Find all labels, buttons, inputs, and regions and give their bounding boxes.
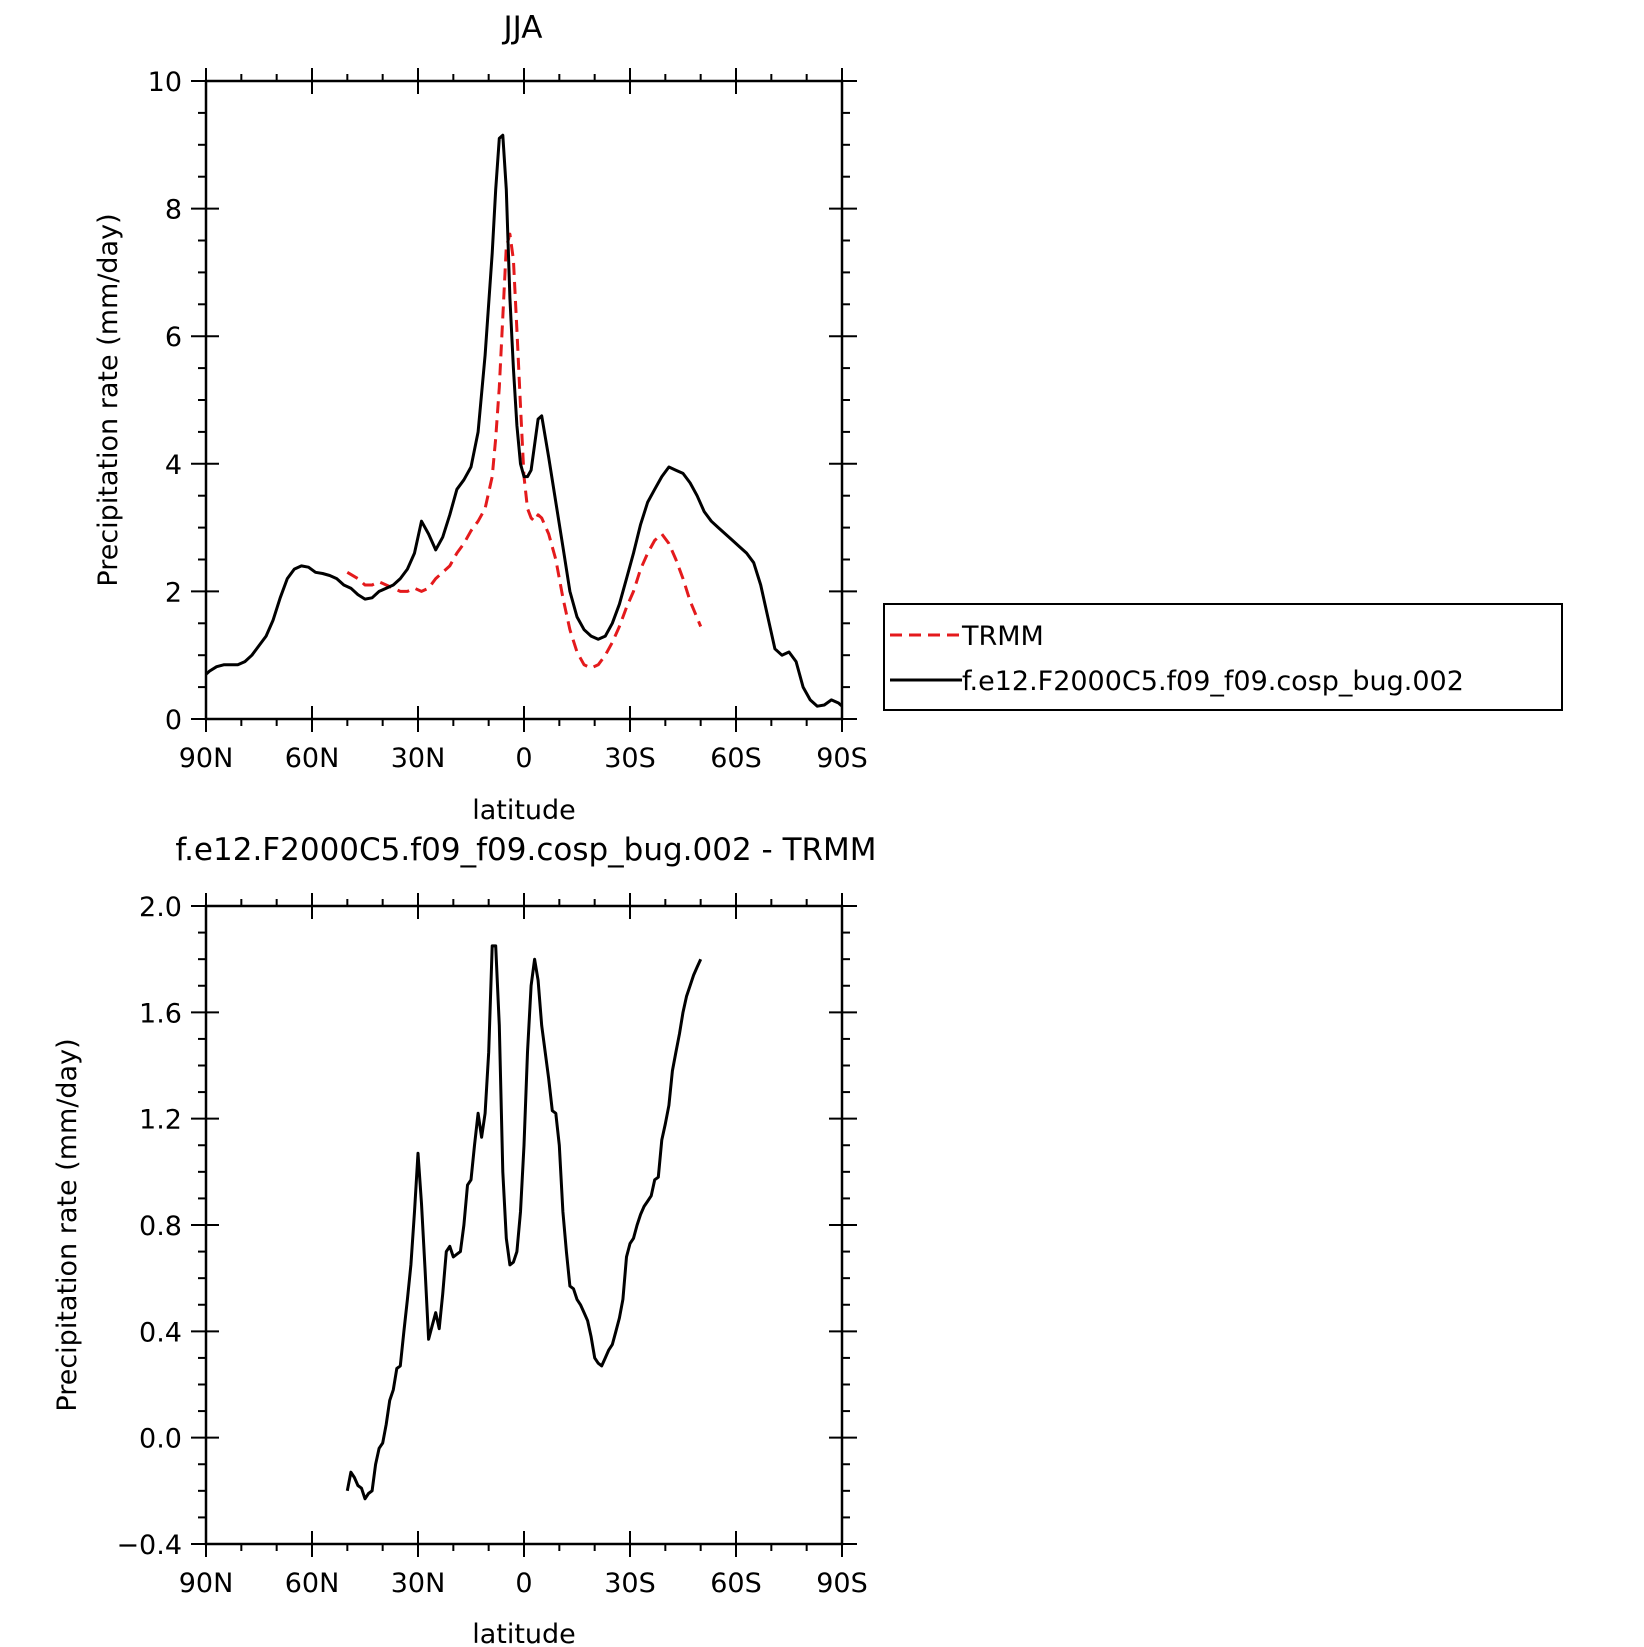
- panel-bottom-x-tick-label: 60N: [285, 1568, 340, 1599]
- panel-top-y-tick-label: 8: [165, 195, 182, 226]
- panel-bottom-y-tick-label: 0.0: [139, 1424, 182, 1455]
- panel-bottom: f.e12.F2000C5.f09_f09.cosp_bug.002 - TRM…: [52, 832, 877, 1647]
- panel-top-y-tick-label: 2: [165, 577, 182, 608]
- panel-bottom-x-tick-label: 0: [515, 1568, 532, 1599]
- panel-bottom-x-tick-label: 30N: [391, 1568, 446, 1599]
- panel-bottom-y-tick-label: 2.0: [139, 892, 182, 923]
- panel-top-y-tick-label: 6: [165, 322, 182, 353]
- panel-top-frame: [204, 79, 844, 721]
- panel-bottom-y-tick-label: 0.4: [139, 1317, 182, 1348]
- panel-bottom-frame: [204, 904, 844, 1546]
- panel-top-y-tick-label: 0: [165, 705, 182, 736]
- panel-top-y-tick-label: 10: [148, 67, 182, 98]
- panel-bottom-x-tick-label: 30S: [604, 1568, 656, 1599]
- panel-top-ticks: 90N 60N 30N 0 30S 60S 90S 0 2 4 6 8 10: [148, 67, 868, 774]
- panel-bottom-y-tick-label: 1.6: [139, 998, 182, 1029]
- panel-bottom-x-tick-label: 90N: [179, 1568, 234, 1599]
- panel-top-x-tick-label: 60S: [710, 743, 762, 774]
- panel-top-x-tick-label: 90N: [179, 743, 234, 774]
- panel-bottom-series-layer: [345, 944, 703, 1501]
- panel-bottom-series-0-line: [345, 944, 703, 1501]
- panel-bottom-x-axis-title: latitude: [472, 1619, 576, 1647]
- panel-top-x-tick-label: 30S: [604, 743, 656, 774]
- panel-top-x-axis-title: latitude: [472, 795, 576, 826]
- panel-top-y-axis-title: Precipitation rate (mm/day): [93, 213, 124, 586]
- legend-box: [883, 603, 1563, 711]
- panel-top-x-tick-label: 30N: [391, 743, 446, 774]
- panel-top-series-0-line: [346, 232, 703, 670]
- panel-bottom-y-axis-title: Precipitation rate (mm/day): [52, 1038, 83, 1411]
- panel-bottom-y-tick-label: 1.2: [139, 1105, 182, 1136]
- panel-bottom-x-tick-label: 90S: [816, 1568, 868, 1599]
- panel-bottom-y-tick-label: 0.8: [139, 1211, 182, 1242]
- panel-top-title: JJA: [502, 10, 543, 46]
- legend-model-label: f.e12.F2000C5.f09_f09.cosp_bug.002: [962, 666, 1464, 697]
- legend: TRMM f.e12.F2000C5.f09_f09.cosp_bug.002: [883, 603, 1563, 711]
- panel-top-x-tick-label: 60N: [285, 743, 340, 774]
- panel-bottom-y-tick-label: −0.4: [116, 1530, 182, 1561]
- panel-bottom-x-tick-label: 60S: [710, 1568, 762, 1599]
- panel-top-series-layer: [204, 133, 844, 708]
- legend-trmm-label: TRMM: [961, 621, 1044, 652]
- panel-bottom-title: f.e12.F2000C5.f09_f09.cosp_bug.002 - TRM…: [175, 832, 876, 868]
- panel-bottom-ticks: 90N 60N 30N 0 30S 60S 90S −0.4 0.0 0.4 0.8 1.2 1.6 2.…: [116, 892, 867, 1599]
- panel-top-series-1-line: [204, 133, 844, 708]
- panel-top-y-tick-label: 4: [165, 450, 182, 481]
- panel-top-x-tick-label: 90S: [816, 743, 868, 774]
- panel-top-x-tick-label: 0: [515, 743, 532, 774]
